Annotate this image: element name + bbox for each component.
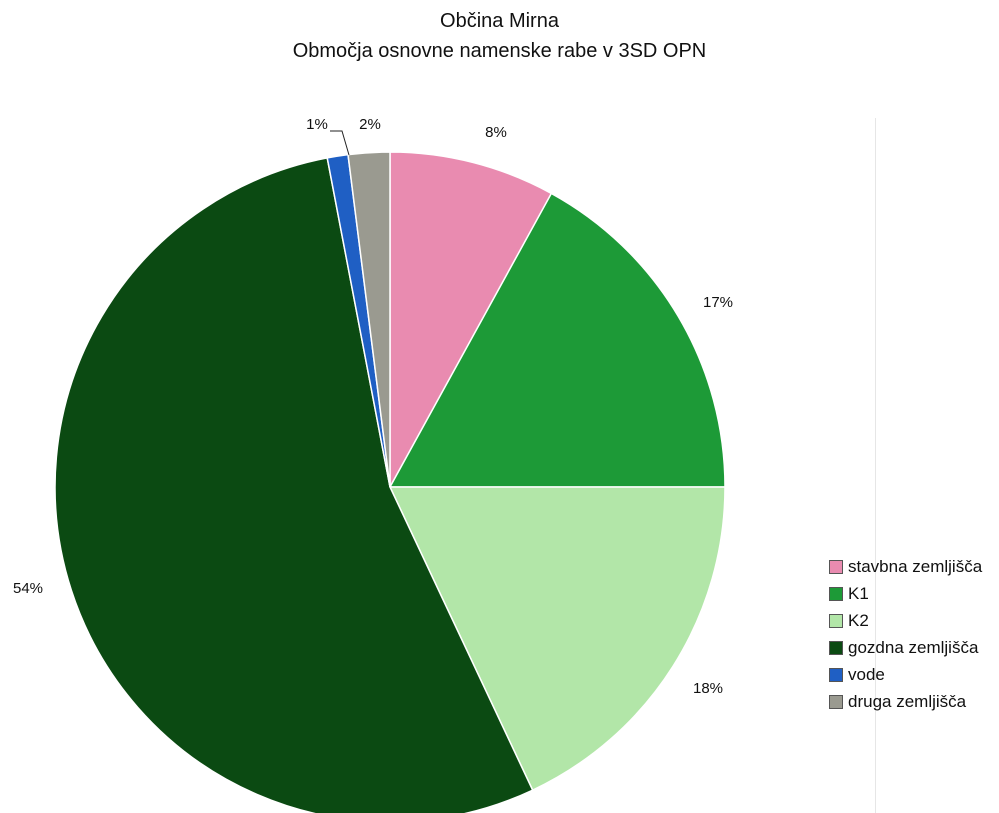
legend-swatch <box>829 640 843 655</box>
leader-line <box>330 130 350 156</box>
legend-item: stavbna zemljišča <box>829 553 999 580</box>
pie-slice <box>54 157 534 813</box>
legend-label: stavbna zemljišča <box>848 556 983 576</box>
legend-item: druga zemljišča <box>829 688 999 715</box>
legend-label: vode <box>848 664 885 684</box>
pie-slice <box>388 192 726 488</box>
pie-slice <box>388 486 726 792</box>
slice-percent-label: 54% <box>13 580 43 597</box>
pie-slice <box>389 151 553 488</box>
slice-percent-label: 8% <box>485 124 507 141</box>
pie-slice <box>347 151 391 488</box>
legend-item: gozdna zemljišča <box>829 634 999 661</box>
slice-percent-label: 18% <box>693 680 723 697</box>
legend-label: K1 <box>848 583 869 603</box>
legend-swatch <box>829 667 843 682</box>
legend-label: gozdna zemljišča <box>848 637 979 657</box>
legend-swatch <box>829 586 843 601</box>
legend-swatch <box>829 613 843 628</box>
legend-item: K1 <box>829 580 999 607</box>
chart-area-divider <box>875 118 876 813</box>
legend-swatch <box>829 694 843 709</box>
legend-item: K2 <box>829 607 999 634</box>
legend-swatch <box>829 559 843 574</box>
legend-item: vode <box>829 661 999 688</box>
slice-percent-label: 17% <box>703 294 733 311</box>
chart-subtitle: Območja osnovne namenske rabe v 3SD OPN <box>292 40 707 62</box>
legend: stavbna zemljišča K1 K2 gozdna zemljišča… <box>829 553 999 715</box>
legend-label: druga zemljišča <box>848 691 967 711</box>
slice-percent-label: 2% <box>359 116 381 133</box>
chart-title: Občina Mirna <box>440 10 559 32</box>
slice-percent-label: 1% <box>306 116 328 133</box>
legend-label: K2 <box>848 610 869 630</box>
